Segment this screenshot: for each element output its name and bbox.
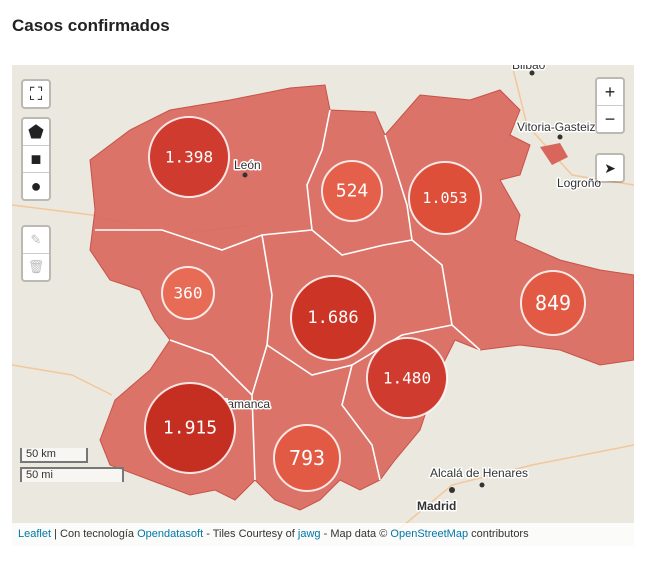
road (12, 364, 113, 396)
cluster-label: 1.480 (383, 369, 431, 388)
cluster-marker[interactable]: 1.398 (148, 116, 230, 198)
attribution: Leaflet | Con tecnología Opendatasoft - … (12, 523, 634, 546)
place-label: Bilbao (512, 65, 546, 72)
cluster-marker[interactable]: 1.053 (408, 161, 482, 235)
province-border (306, 109, 331, 231)
zoom-out[interactable]: − (604, 109, 616, 129)
zoom-in[interactable]: + (597, 79, 623, 106)
attribution-text: - Tiles Courtesy of (206, 528, 295, 540)
cluster-label: 524 (336, 181, 369, 202)
cluster-label: 1.915 (163, 418, 217, 439)
province-border (411, 239, 481, 351)
cluster-label: 793 (289, 446, 325, 470)
place-label: León (234, 158, 261, 172)
cluster-circle[interactable] (408, 161, 482, 235)
place-dot (242, 172, 248, 178)
cluster-circle[interactable] (366, 337, 448, 419)
cluster-label: 1.398 (165, 148, 213, 167)
draw-toolbar[interactable]: ⬟ ■ ● (21, 117, 51, 201)
zoom-control[interactable]: + − (595, 77, 625, 134)
place-label: Madrid (417, 499, 456, 513)
cluster-circle[interactable] (273, 424, 341, 492)
fullscreen-button[interactable]: ⛶ (29, 84, 43, 104)
place-dot (449, 487, 455, 493)
place-label: Alcalá de Henares (430, 466, 528, 480)
province-border (311, 134, 413, 256)
place-dot (557, 134, 563, 140)
place-label: Logroño (557, 176, 601, 190)
cluster-marker[interactable]: 1.480 (366, 337, 448, 419)
map[interactable]: Bilbao Vitoria-Gasteiz Logroño León Salamanc… (12, 65, 634, 546)
place-dot (529, 70, 535, 76)
title: Casos confirmados (12, 16, 170, 35)
attribution-link[interactable]: Opendatasoft (137, 528, 204, 540)
edit-toolbar[interactable]: ✎ 🗑 (21, 225, 51, 282)
cluster-circle[interactable] (520, 270, 586, 336)
scale-imperial: 50 mi (20, 467, 124, 482)
attribution-link[interactable]: Leaflet (18, 528, 52, 540)
place-dots (242, 70, 601, 493)
cluster-label: 1.053 (422, 189, 467, 207)
cluster-circle[interactable] (321, 160, 383, 222)
province-borders (95, 109, 481, 481)
markers: 1.398 524 1.053 360 1.686 849 1.480 1.915 793 (144, 116, 586, 492)
cluster-label: 360 (174, 284, 203, 303)
map-canvas: BilbaoVitoria-GasteizLogroñoLeónSalamanc… (12, 65, 634, 536)
draw-polygon[interactable]: ⬟ (23, 119, 49, 146)
attribution-link[interactable]: OpenStreetMap (390, 528, 469, 540)
cluster-circle[interactable] (148, 116, 230, 198)
province-border (341, 364, 381, 481)
scale-metric: 50 km (20, 448, 88, 463)
cluster-label: 1.686 (307, 308, 358, 328)
region (540, 143, 568, 165)
province-border (169, 339, 253, 396)
cluster-marker[interactable]: 1.686 (290, 275, 376, 361)
cluster-marker[interactable]: 360 (161, 266, 215, 320)
attribution-link[interactable]: jawg (297, 528, 321, 540)
cluster-marker[interactable]: 1.915 (144, 382, 236, 474)
locate-button[interactable]: ➤ (604, 160, 616, 176)
cluster-marker[interactable]: 524 (321, 160, 383, 222)
locate-control[interactable]: ➤ (595, 153, 625, 183)
edit-button[interactable]: ✎ (23, 227, 49, 254)
cluster-circle[interactable] (290, 275, 376, 361)
place-dot (479, 482, 485, 488)
cluster-marker[interactable]: 849 (520, 270, 586, 336)
cluster-circle[interactable] (144, 382, 236, 474)
place-labels: BilbaoVitoria-GasteizLogroñoLeónSalamanc… (209, 65, 603, 515)
road (391, 444, 634, 536)
attribution-text: - Map data © (323, 528, 388, 540)
draw-circle[interactable]: ● (30, 176, 42, 196)
attribution-text: | Con tecnología (54, 528, 135, 540)
place-label: Vitoria-Gasteiz (517, 120, 595, 134)
delete-button[interactable]: 🗑 (27, 259, 45, 274)
cluster-marker[interactable]: 793 (273, 424, 341, 492)
attribution-text: contributors (471, 528, 529, 540)
draw-rectangle[interactable]: ■ (23, 146, 49, 173)
province-border (95, 229, 313, 251)
fullscreen-control[interactable]: ⛶ (21, 79, 51, 109)
cluster-circle[interactable] (161, 266, 215, 320)
cluster-label: 849 (535, 291, 571, 315)
